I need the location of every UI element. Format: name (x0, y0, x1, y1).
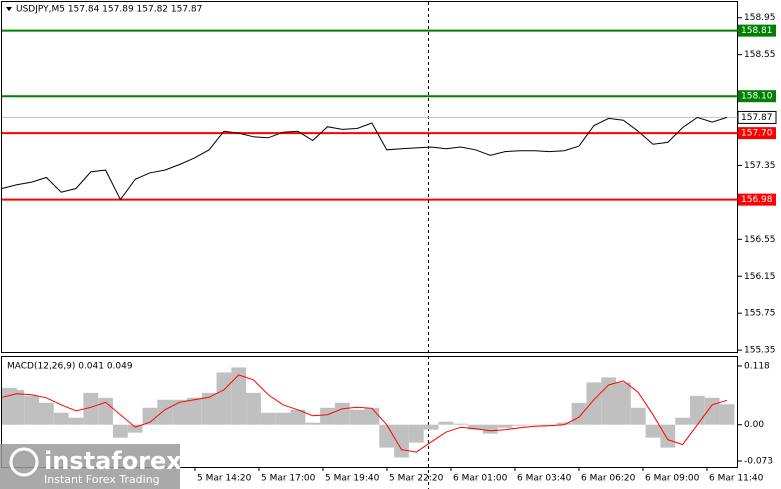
x-tick-label: 5 Mar 19:40 (325, 474, 380, 484)
macd-bar (704, 397, 720, 425)
last-price-box (737, 110, 777, 124)
macd-bar (98, 397, 113, 425)
macd-bar (157, 399, 173, 425)
y-tick-label: 156.55 (744, 235, 776, 245)
macd-bar (53, 412, 69, 425)
macd-bar (482, 424, 498, 434)
logo-name: instaforex (44, 447, 182, 475)
macd-bar (586, 382, 602, 425)
x-tick-label: 6 Mar 06:20 (581, 474, 636, 484)
macd-bar (527, 424, 543, 426)
macd-bar (364, 407, 380, 425)
macd-bar (38, 402, 54, 425)
level-label: 158.81 (741, 26, 773, 36)
logo-icon (9, 447, 39, 477)
macd-bar (630, 407, 646, 425)
macd-bar (453, 423, 469, 425)
level-label: 158.10 (741, 92, 773, 102)
macd-bar (394, 424, 409, 458)
macd-bar (260, 412, 276, 425)
macd-bar (468, 424, 483, 430)
level-label: 157.70 (741, 129, 773, 139)
signal-line (1, 374, 728, 453)
macd-bar (379, 424, 395, 448)
last-price-label: 157.87 (741, 113, 773, 123)
macd-bar (334, 402, 350, 425)
macd-bar (349, 409, 365, 425)
macd-bar (675, 417, 691, 425)
macd-bar (112, 424, 128, 438)
price-line (1, 116, 728, 201)
x-tick-label: 6 Mar 11:40 (709, 474, 764, 484)
y-tick-label: 158.95 (744, 13, 776, 23)
macd-bar (556, 422, 572, 425)
macd-bar (438, 421, 454, 425)
macd-bar (408, 424, 424, 443)
x-tick-label: 6 Mar 09:00 (645, 474, 700, 484)
y-tick-label: 0.00 (744, 420, 764, 430)
y-tick-label: 158.55 (744, 50, 776, 60)
x-tick-label: 6 Mar 03:40 (517, 474, 572, 484)
level-label-box (738, 24, 776, 37)
macd-bar (497, 424, 513, 428)
macd-bar (305, 422, 321, 425)
macd-bar (660, 424, 676, 448)
macd-bar (571, 402, 587, 425)
macd-bar (690, 395, 705, 425)
x-tick-label: 5 Mar 17:00 (261, 474, 316, 484)
level-label-box (738, 127, 776, 140)
macd-bar (512, 424, 528, 426)
y-tick-label: 155.75 (744, 309, 776, 319)
macd-bar (275, 412, 291, 425)
macd-bar (231, 367, 247, 425)
y-tick-label: -0.073 (744, 457, 773, 467)
macd-bar (68, 417, 84, 425)
y-tick-label: 156.15 (744, 272, 776, 282)
y-tick-label: 0.118 (744, 361, 770, 371)
macd-bar (216, 372, 232, 425)
level-label: 156.98 (741, 195, 773, 205)
macd-bar (423, 424, 439, 430)
x-tick-label: 5 Mar 22:20 (389, 474, 444, 484)
macd-bar (9, 389, 25, 425)
macd-bar (186, 397, 202, 425)
logo-tagline: Instant Forex Trading (44, 473, 160, 486)
macd-bar (246, 392, 261, 425)
price-title: USDJPY,M5 157.84 157.89 157.82 157.87 (16, 5, 202, 15)
macd-bar (320, 407, 335, 425)
macd-bar (645, 424, 661, 438)
macd-bar (127, 424, 143, 433)
macd-title: MACD(12,26,9) 0.041 0.049 (7, 362, 133, 372)
level-label-box (738, 193, 776, 206)
y-tick-label: 155.35 (744, 346, 776, 356)
macd-pane (1, 356, 738, 468)
macd-bar (142, 407, 158, 425)
price-pane (1, 1, 738, 353)
macd-bar (290, 409, 306, 425)
macd-bar (83, 392, 99, 425)
y-tick-label: 157.35 (744, 161, 776, 171)
pane-menu[interactable] (6, 7, 12, 11)
x-tick-label: 6 Mar 01:00 (453, 474, 508, 484)
logo: instaforex Instant Forex Trading (0, 444, 182, 489)
macd-bar (542, 424, 557, 426)
level-label-box (738, 90, 776, 103)
macd-bar (719, 404, 735, 425)
macd-bar (172, 399, 187, 425)
x-tick-label: 5 Mar 14:20 (197, 474, 252, 484)
macd-bar (616, 382, 631, 425)
macd-bar (201, 392, 217, 425)
macd-bar (24, 395, 39, 425)
